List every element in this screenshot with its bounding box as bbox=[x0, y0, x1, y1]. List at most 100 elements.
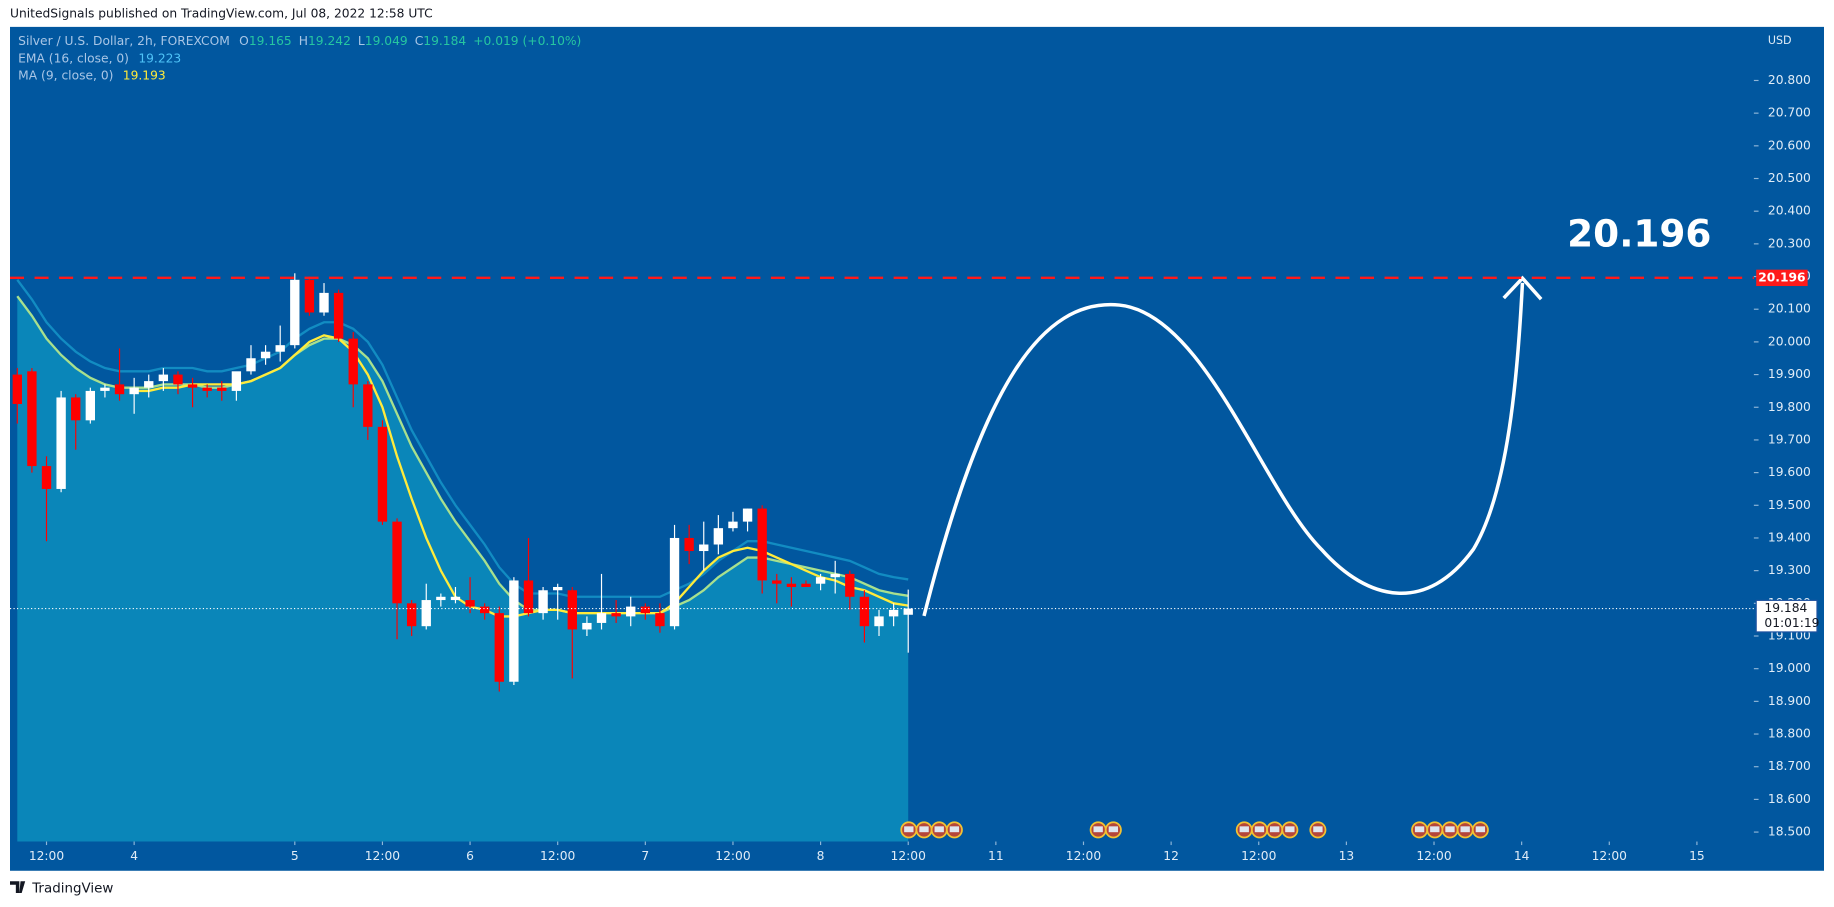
event-icon-flag bbox=[1313, 826, 1323, 833]
candle-body bbox=[538, 590, 548, 614]
candle-body bbox=[845, 573, 855, 597]
event-icon-flag bbox=[1269, 826, 1280, 833]
legend-title: Silver / U.S. Dollar, 2h, FOREXCOM bbox=[18, 33, 230, 47]
candle-body bbox=[450, 596, 461, 601]
legend-entry: MA (9, close, 0) 19.193 bbox=[18, 68, 166, 82]
candle-body bbox=[290, 279, 300, 346]
event-icon-flag bbox=[1445, 826, 1455, 833]
event-icon-flag bbox=[934, 826, 944, 833]
y-tick-label: 19.700 bbox=[1768, 432, 1811, 446]
candle-body bbox=[669, 537, 680, 627]
candle-body bbox=[421, 600, 431, 627]
candle-body bbox=[85, 390, 96, 421]
event-icon-flag bbox=[1254, 826, 1265, 833]
candle-body bbox=[786, 583, 797, 587]
candle-body bbox=[626, 606, 636, 617]
x-tick-label: 12:00 bbox=[715, 849, 750, 863]
candle-body bbox=[173, 374, 183, 385]
y-tick-label: 18.500 bbox=[1768, 825, 1811, 839]
candle-body bbox=[144, 381, 154, 388]
candle-body bbox=[874, 616, 884, 627]
event-icon-flag bbox=[919, 826, 929, 833]
candle-body bbox=[187, 384, 198, 388]
candle-body bbox=[202, 387, 212, 391]
legend-name: EMA (16, close, 0) bbox=[18, 51, 129, 65]
x-tick-label: 7 bbox=[641, 849, 649, 863]
projection-arrowhead bbox=[1502, 275, 1543, 301]
x-tick-label: 12 bbox=[1163, 849, 1179, 863]
candle-body bbox=[830, 573, 840, 578]
level-label: 20.196 bbox=[1758, 270, 1805, 284]
candle-body bbox=[275, 345, 285, 352]
y-tick-label: 20.700 bbox=[1768, 106, 1811, 120]
ohlc-letter: L bbox=[358, 33, 365, 47]
candle-body bbox=[246, 358, 256, 372]
projection-path bbox=[922, 282, 1525, 617]
price-label-box bbox=[1755, 599, 1818, 633]
currency-label: USD bbox=[1768, 34, 1792, 47]
candle-body bbox=[71, 397, 81, 421]
y-tick-label: 18.600 bbox=[1768, 792, 1811, 806]
candle-body bbox=[801, 583, 811, 587]
candle-body bbox=[260, 351, 271, 359]
y-tick-label: 19.400 bbox=[1768, 530, 1811, 544]
candle-body bbox=[319, 292, 329, 313]
y-tick-label: 19.800 bbox=[1768, 400, 1811, 414]
candle-body bbox=[757, 508, 767, 581]
y-tick-label: 20.100 bbox=[1768, 302, 1811, 316]
y-tick-label: 20.000 bbox=[1768, 334, 1811, 348]
x-tick-label: 12:00 bbox=[1592, 849, 1627, 863]
x-tick-label: 6 bbox=[466, 849, 474, 863]
x-tick-label: 12:00 bbox=[891, 849, 926, 863]
candle-body bbox=[333, 292, 344, 339]
candle-body bbox=[114, 384, 125, 395]
event-icon-flag bbox=[1414, 826, 1425, 833]
candle-body bbox=[903, 608, 913, 615]
y-tick-label: 20.800 bbox=[1768, 73, 1811, 87]
candle-body bbox=[553, 586, 563, 591]
x-tick-label: 4 bbox=[130, 849, 138, 863]
candle-body bbox=[509, 580, 519, 682]
candle-body bbox=[640, 606, 651, 614]
ohlc-letter: H bbox=[299, 33, 308, 47]
price-label: 19.184 bbox=[1764, 601, 1807, 615]
ohlc-letter: C bbox=[415, 33, 424, 47]
candle-body bbox=[27, 371, 37, 467]
candle-body bbox=[158, 374, 169, 382]
ohlc-value: 19.184 bbox=[423, 33, 466, 47]
x-tick-label: 12:00 bbox=[540, 849, 575, 863]
event-icon-flag bbox=[1108, 826, 1119, 833]
candle-body bbox=[655, 613, 665, 627]
ohlc-letter: O bbox=[239, 33, 249, 47]
ohlc-value: 19.049 bbox=[365, 33, 408, 47]
x-tick-label: 5 bbox=[291, 849, 299, 863]
candle-body bbox=[465, 600, 475, 607]
candle-body bbox=[348, 338, 358, 385]
candle-body bbox=[479, 606, 490, 614]
ema-area bbox=[17, 296, 909, 842]
legend-value: 19.193 bbox=[123, 68, 166, 82]
event-icon-flag bbox=[1475, 826, 1486, 833]
candle-body bbox=[56, 397, 66, 489]
candle-body bbox=[596, 613, 607, 623]
publish-note: UnitedSignals published on TradingView.c… bbox=[10, 7, 433, 21]
x-tick-label: 12:00 bbox=[1066, 849, 1101, 863]
event-icon-flag bbox=[949, 826, 960, 833]
legend-header: Silver / U.S. Dollar, 2h, FOREXCOM O19.16… bbox=[18, 33, 581, 47]
x-tick-label: 12:00 bbox=[29, 849, 64, 863]
level-annotation: 20.196 bbox=[1567, 212, 1711, 256]
candle-body bbox=[41, 466, 52, 489]
candle-body bbox=[217, 387, 227, 391]
x-tick-label: 11 bbox=[988, 849, 1004, 863]
event-icon-flag bbox=[1430, 826, 1440, 833]
y-tick-label: 20.400 bbox=[1768, 204, 1811, 218]
candle-body bbox=[231, 371, 242, 391]
y-tick-label: 18.700 bbox=[1768, 759, 1811, 773]
candle-body bbox=[304, 279, 315, 313]
candle-body bbox=[567, 590, 577, 630]
event-icon-flag bbox=[904, 826, 914, 833]
y-tick-label: 19.900 bbox=[1768, 367, 1811, 381]
candle-body bbox=[406, 603, 417, 627]
